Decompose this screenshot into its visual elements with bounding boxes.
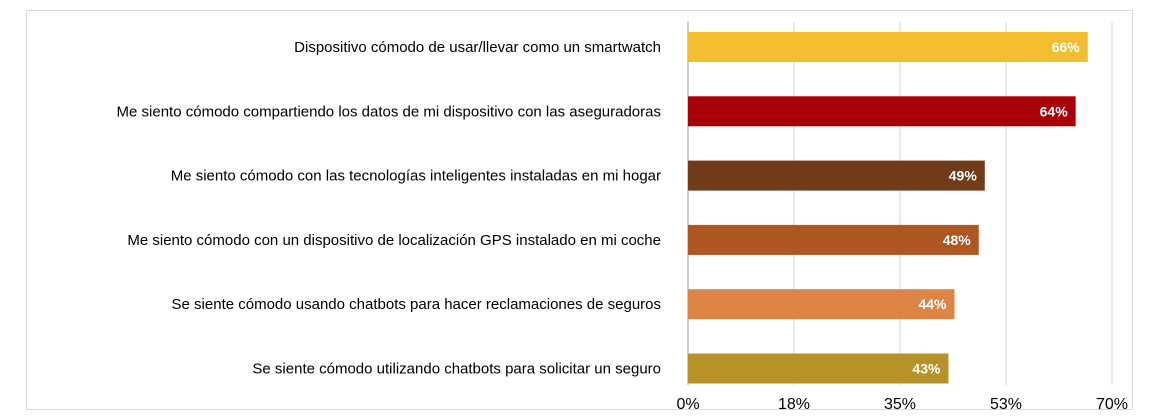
bar	[688, 224, 979, 255]
bar	[688, 32, 1088, 62]
x-tick-label: 70%	[1096, 396, 1128, 413]
data-labels: 66% 64% 49% 48% 44% 43%	[912, 39, 1080, 377]
data-label: 48%	[943, 232, 972, 248]
data-label: 64%	[1040, 103, 1069, 119]
x-tick-label: 0%	[676, 396, 699, 413]
data-label: 44%	[918, 296, 947, 312]
category-labels: Dispositivo cómodo de usar/llevar como u…	[117, 39, 661, 378]
category-label: Me siento cómodo con las tecnologías int…	[171, 168, 661, 185]
category-label: Se siente cómodo utilizando chatbots par…	[252, 361, 661, 378]
data-label: 49%	[949, 168, 978, 184]
data-label: 66%	[1052, 39, 1081, 55]
x-tick-label: 35%	[884, 396, 916, 413]
x-tick-label: 53%	[990, 396, 1022, 413]
chart-frame	[26, 10, 1133, 410]
gridlines	[687, 22, 1113, 385]
category-label: Me siento cómodo con un dispositivo de l…	[127, 232, 661, 249]
bar	[688, 353, 949, 384]
bar	[688, 96, 1076, 127]
bar	[688, 289, 955, 320]
category-label: Me siento cómodo compartiendo los datos …	[117, 103, 661, 120]
bars	[688, 32, 1088, 384]
data-label: 43%	[912, 361, 941, 377]
category-label: Dispositivo cómodo de usar/llevar como u…	[294, 39, 661, 56]
x-axis-ticks: 0% 18% 35% 53% 70%	[676, 396, 1128, 413]
bar	[688, 160, 985, 191]
x-tick-label: 18%	[778, 396, 810, 413]
category-label: Se siente cómodo usando chatbots para ha…	[172, 296, 661, 313]
